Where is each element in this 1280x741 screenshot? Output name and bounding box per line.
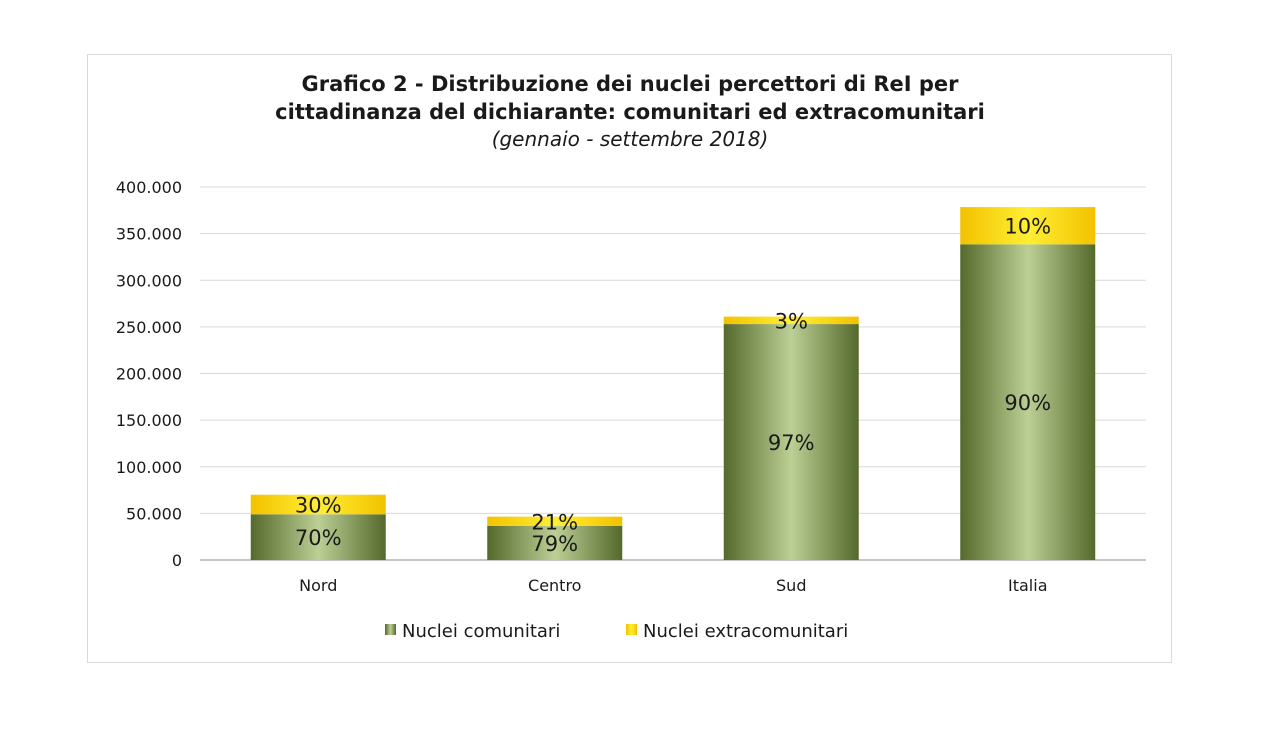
bars: 70% 30% 79%21% 97% 3% 90% 10% <box>250 207 1096 560</box>
x-category-label: Italia <box>1008 576 1048 595</box>
data-label: 97% <box>768 431 815 455</box>
y-tick-label: 150.000 <box>116 411 182 430</box>
legend-entry: Nuclei extracomunitari <box>643 621 848 642</box>
bar-extracomunitari <box>723 316 859 325</box>
bar-comunitari <box>250 514 386 560</box>
y-tick-label: 50.000 <box>126 504 182 523</box>
x-category-label: Nord <box>299 576 337 595</box>
chart-title: Grafico 2 - Distribuzione dei nuclei per… <box>301 72 959 96</box>
x-axis-categories: Nord Centro Sud Italia <box>299 576 1047 595</box>
data-label: 79% <box>531 532 578 556</box>
bar-extracomunitari <box>250 494 386 515</box>
legend-swatch <box>626 624 637 635</box>
y-axis-ticks: 0 50.000 100.000 150.000 200.000 250.000 300.0… <box>116 178 182 570</box>
data-label: 21% <box>531 510 578 534</box>
chart-subtitle: (gennaio - settembre 2018) <box>491 127 769 151</box>
x-category-label: Centro <box>528 576 581 595</box>
y-tick-label: 300.000 <box>116 271 182 290</box>
y-tick-label: 100.000 <box>116 458 182 477</box>
bar-comunitari <box>960 244 1096 560</box>
legend-entry: Nuclei comunitari <box>402 621 560 642</box>
y-tick-label: 250.000 <box>116 318 182 337</box>
data-label: 3% <box>775 309 808 333</box>
y-tick-label: 200.000 <box>116 365 182 384</box>
y-tick-label: 350.000 <box>116 225 182 244</box>
y-tick-label: 0 <box>172 551 182 570</box>
chart-title-line2: cittadinanza del dichiarante: comunitari… <box>275 100 985 124</box>
x-category-label: Sud <box>776 576 806 595</box>
legend-swatch <box>385 624 396 635</box>
legend: Nuclei comunitari Nuclei extracomunitari <box>385 621 848 642</box>
data-label: 90% <box>1004 391 1051 415</box>
bar-extracomunitari <box>960 207 1096 245</box>
bar-comunitari <box>723 324 859 560</box>
y-tick-label: 400.000 <box>116 178 182 197</box>
data-label: 70% <box>295 526 342 550</box>
bar-comunitari <box>487 525 623 560</box>
chart-title-block: Grafico 2 - Distribuzione dei nuclei per… <box>0 70 1260 152</box>
data-label: 10% <box>1004 215 1051 239</box>
bar-extracomunitari <box>487 516 623 526</box>
data-label: 30% <box>295 494 342 518</box>
